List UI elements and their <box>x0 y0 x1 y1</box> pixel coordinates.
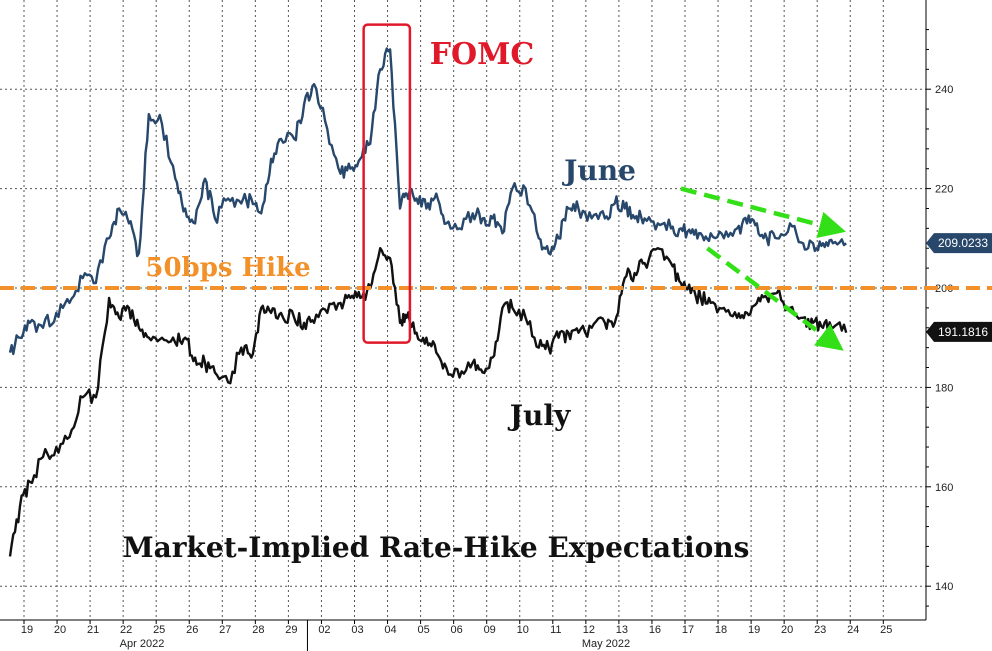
y-tick-label: 240 <box>935 84 953 96</box>
fomc-highlight-box <box>362 23 412 344</box>
x-tick-label: 24 <box>847 624 859 636</box>
x-tick-label: 04 <box>384 624 396 636</box>
trend-arrow <box>680 186 847 239</box>
x-tick-label: 28 <box>252 624 264 636</box>
x-tick-label: 18 <box>715 624 727 636</box>
x-tick-label: 25 <box>880 624 892 636</box>
hike-label: 50bps Hike <box>145 253 310 283</box>
y-tick-label: 220 <box>935 184 953 196</box>
x-tick-label: 26 <box>186 624 198 636</box>
x-tick-label: 21 <box>87 624 99 636</box>
july-label: July <box>507 399 571 432</box>
x-tick-label: 19 <box>748 624 760 636</box>
x-axis: 19 20 21 22 25 26 27 28 29 02 03 04 05 06 09 10 11 12 13 16… <box>0 619 926 651</box>
x-tick-label: 02 <box>318 624 330 636</box>
x-tick-label: 22 <box>120 624 132 636</box>
x-tick-label: 05 <box>417 624 429 636</box>
last-value-label: 191.1816 <box>938 325 988 339</box>
month-label: Apr 2022 <box>120 638 165 650</box>
x-tick-label: 12 <box>583 624 595 636</box>
x-tick-label: 11 <box>550 624 561 636</box>
y-tick-label: 180 <box>935 382 953 394</box>
x-tick-label: 03 <box>351 624 363 636</box>
fomc-label: FOMC <box>430 37 535 72</box>
series-lines <box>8 47 848 557</box>
annotations: FOMC June July 50bps Hike Market-Implied Rat… <box>0 23 992 564</box>
x-tick-label: 09 <box>484 624 496 636</box>
last-value-flag-june: 209.0233 <box>926 233 992 254</box>
last-value-flag-bg <box>926 321 992 342</box>
last-value-label: 209.0233 <box>938 236 988 250</box>
y-tick-label: 140 <box>935 581 953 593</box>
x-tick-label: 23 <box>814 624 826 636</box>
month-label: May 2022 <box>582 638 630 650</box>
x-tick-label: 17 <box>682 624 694 636</box>
y-tick-label: 160 <box>935 482 953 494</box>
x-tick-label: 13 <box>616 624 628 636</box>
x-tick-label: 20 <box>54 624 66 636</box>
x-tick-label: 29 <box>285 624 297 636</box>
x-tick-label: 06 <box>451 624 463 636</box>
x-tick-label: 25 <box>153 624 165 636</box>
series-line-june <box>8 47 847 356</box>
trend-arrow <box>706 246 844 351</box>
last-value-flag-bg <box>926 233 992 254</box>
chart-title: Market-Implied Rate-Hike Expectations <box>123 531 750 564</box>
last-value-flag-july: 191.1816 <box>926 321 992 342</box>
x-tick-label: 27 <box>219 624 231 636</box>
x-tick-label: 10 <box>517 624 529 636</box>
june-label: June <box>561 154 636 187</box>
x-tick-label: 20 <box>781 624 793 636</box>
x-tick-label: 16 <box>649 624 661 636</box>
x-tick-label: 19 <box>21 624 33 636</box>
series-line-july <box>8 247 848 557</box>
gridlines <box>0 0 926 620</box>
